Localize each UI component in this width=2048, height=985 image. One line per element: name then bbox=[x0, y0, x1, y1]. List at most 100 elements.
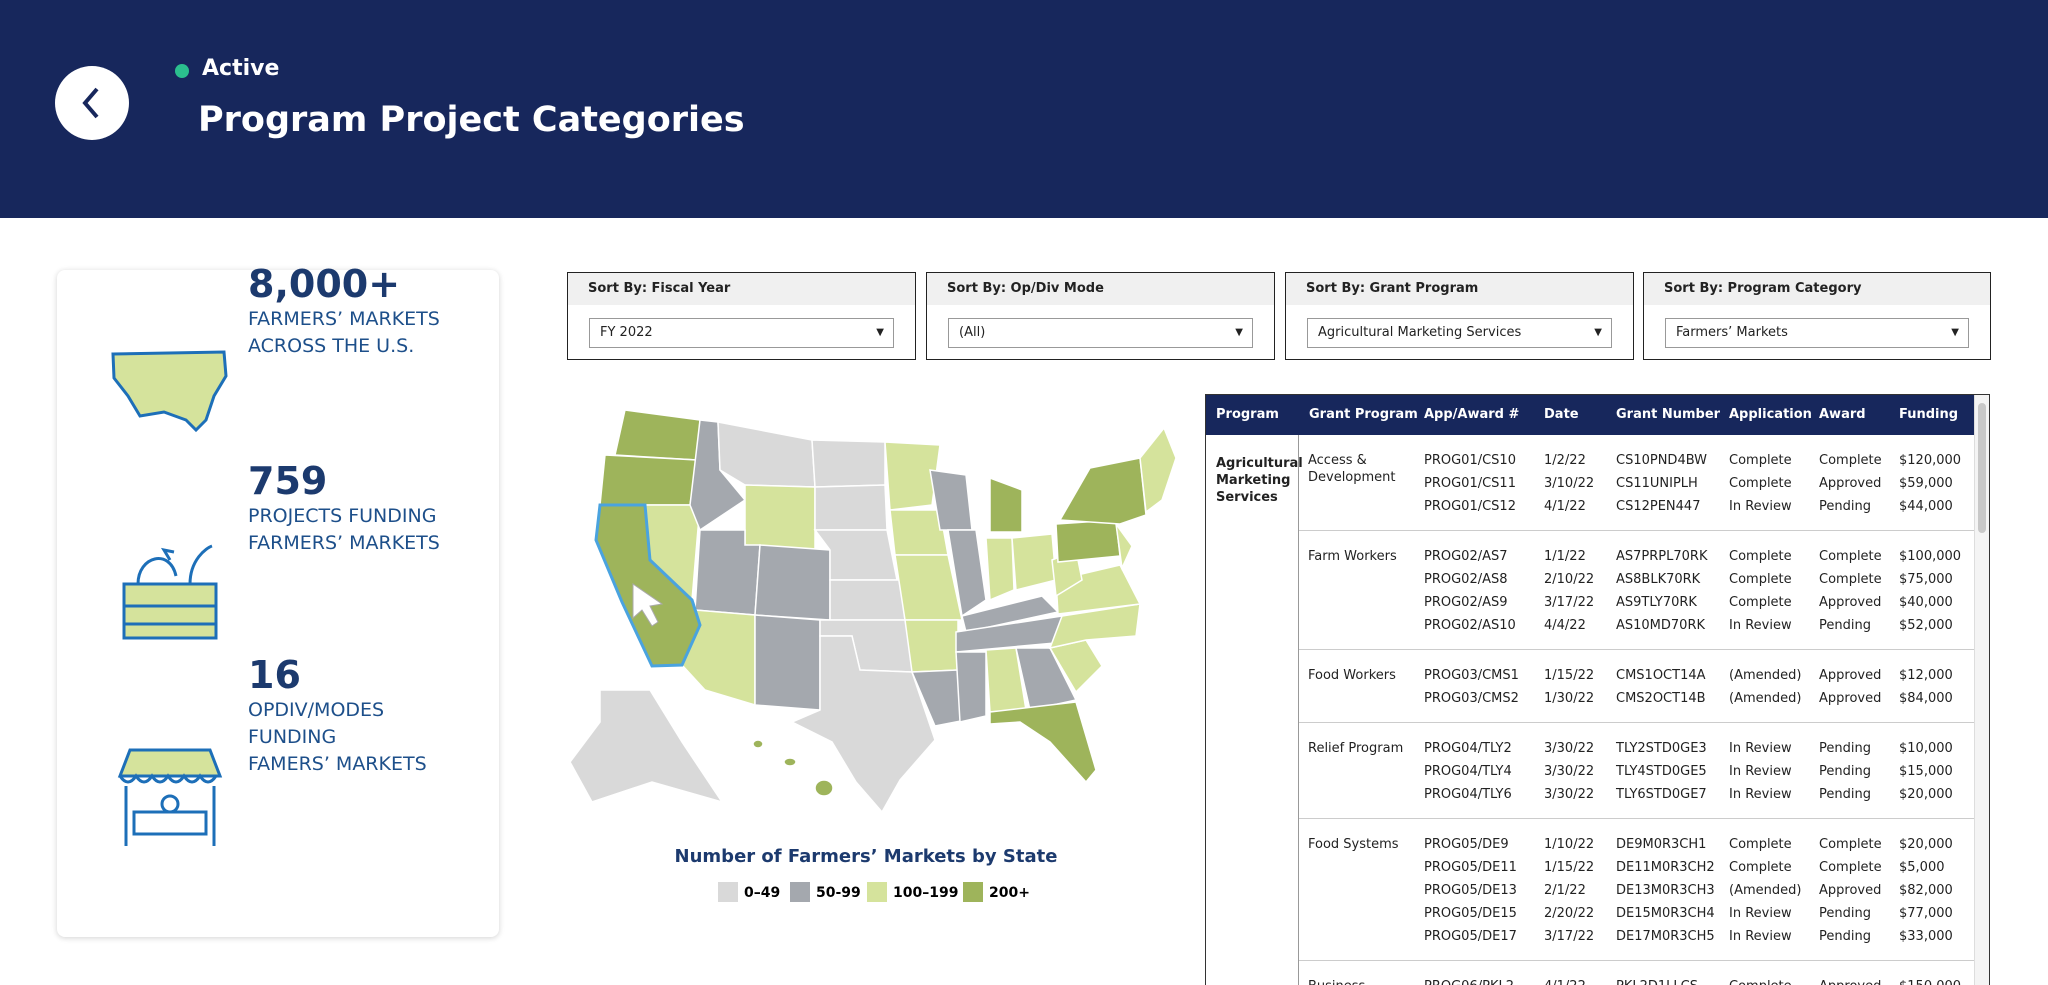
state bbox=[989, 701, 1097, 784]
cell: In Review bbox=[1729, 929, 1792, 944]
state bbox=[744, 484, 816, 551]
cell: PKL2D1LLCS bbox=[1606, 975, 1719, 985]
select-value: Agricultural Marketing Services bbox=[1318, 325, 1522, 340]
filter-select[interactable]: Farmers’ Markets ▼ bbox=[1665, 318, 1969, 348]
cell: In Review bbox=[1729, 906, 1792, 921]
cell: $20,000 bbox=[1899, 837, 1953, 852]
cell: In Review bbox=[1729, 499, 1792, 514]
filter: Sort By: Program Category Farmers’ Market… bbox=[1643, 272, 1991, 360]
cell: DE15M0R3CH4 bbox=[1616, 906, 1715, 921]
cell: PROG06/PKL2 bbox=[1414, 975, 1534, 985]
grant-program: Business Processors bbox=[1299, 975, 1414, 985]
cell: $40,000 bbox=[1899, 595, 1953, 610]
back-button[interactable] bbox=[55, 66, 129, 140]
cell: CMS2OCT14B bbox=[1616, 691, 1706, 706]
icon-market-stall bbox=[117, 748, 223, 846]
cell: TLY4STD0GE5 bbox=[1616, 764, 1707, 779]
cell: PROG01/CS12 bbox=[1424, 499, 1516, 514]
cell: PROG05/DE13 bbox=[1424, 883, 1517, 898]
table-row: PROG05/DE9 1/10/22 DE9M0R3CH1 Complete Compl… bbox=[1414, 833, 1976, 856]
legend-label: 200+ bbox=[989, 885, 1030, 901]
column-header: Funding bbox=[1899, 407, 1959, 422]
cell: $120,000 bbox=[1899, 453, 1962, 468]
cell: DE11M0R3CH2 bbox=[1616, 860, 1715, 875]
legend-label: 50-99 bbox=[816, 885, 861, 901]
cell: 3/10/22 bbox=[1544, 476, 1595, 491]
stat: 16 OPDIV/MODES FUNDING FAMERS’ MARKETS bbox=[248, 653, 427, 778]
filter-select[interactable]: Agricultural Marketing Services ▼ bbox=[1307, 318, 1612, 348]
scroll-thumb bbox=[1978, 403, 1986, 533]
cell: AS9TLY70RK bbox=[1616, 595, 1697, 610]
grant-program: Farm Workers bbox=[1308, 549, 1397, 564]
cell: 4/4/22 bbox=[1544, 618, 1586, 633]
state bbox=[1139, 426, 1177, 514]
filter: Sort By: Fiscal Year FY 2022 ▼ bbox=[567, 272, 916, 360]
stat-value: 8,000+ bbox=[248, 262, 401, 306]
state-selected bbox=[594, 503, 702, 668]
stat-value: 759 bbox=[248, 459, 328, 503]
cell: Complete bbox=[1819, 549, 1882, 564]
cell: Complete bbox=[1729, 860, 1792, 875]
state bbox=[754, 614, 821, 711]
state bbox=[569, 689, 724, 804]
cell: $75,000 bbox=[1899, 572, 1953, 587]
grant-program: Relief Program bbox=[1308, 741, 1404, 756]
cell: $5,000 bbox=[1899, 860, 1945, 875]
cell: PROG05/DE9 bbox=[1424, 837, 1509, 852]
cell: PROG02/AS9 bbox=[1424, 595, 1508, 610]
cell: $77,000 bbox=[1899, 906, 1953, 921]
column-header: Program bbox=[1216, 407, 1279, 422]
group: Food Systems PROG05/DE9 1/10/22 DE9M0R3CH1 C… bbox=[1299, 819, 1989, 961]
table-header: Program Grant Program App/Award # Date Grant… bbox=[1206, 395, 1989, 435]
cell: PROG01/CS11 bbox=[1424, 476, 1516, 491]
state bbox=[752, 739, 764, 749]
grant-program: Access & Development bbox=[1308, 453, 1396, 485]
cell: Pending bbox=[1819, 499, 1871, 514]
rows: PROG03/CMS1 1/15/22 CMS1OCT14A (Amended) App… bbox=[1414, 664, 1976, 710]
rows: PROG04/TLY2 3/30/22 TLY2STD0GE3 In Review Pe… bbox=[1414, 737, 1976, 806]
cell: 3/30/22 bbox=[1544, 787, 1595, 802]
cell: $59,000 bbox=[1899, 476, 1953, 491]
filter-select[interactable]: FY 2022 ▼ bbox=[589, 318, 894, 348]
table-row: PROG02/AS10 4/4/22 AS10MD70RK In Review Pend… bbox=[1414, 614, 1976, 637]
cell: Complete bbox=[1819, 453, 1882, 468]
us-map bbox=[569, 409, 1177, 814]
cell: PROG02/AS8 bbox=[1424, 572, 1508, 587]
select-value: (All) bbox=[959, 325, 986, 340]
cell: PROG03/CMS2 bbox=[1424, 691, 1519, 706]
cell: Complete bbox=[1729, 476, 1792, 491]
cell: PROG02/AS7 bbox=[1424, 549, 1508, 564]
column-header: Award bbox=[1819, 407, 1866, 422]
cell: PROG05/DE11 bbox=[1424, 860, 1517, 875]
header: Active Program Project Categories bbox=[0, 0, 2048, 218]
select-arrow: ▼ bbox=[1235, 327, 1243, 338]
state bbox=[894, 554, 963, 621]
table-row: PROG05/DE11 1/15/22 DE11M0R3CH2 Complete Com… bbox=[1414, 856, 1976, 879]
cell: In Review bbox=[1729, 618, 1792, 633]
state bbox=[790, 635, 936, 814]
table-row: PROG04/TLY2 3/30/22 TLY2STD0GE3 In Review Pe… bbox=[1414, 737, 1976, 760]
cell: 3/30/22 bbox=[1544, 741, 1595, 756]
cell: 3/17/22 bbox=[1544, 929, 1595, 944]
stat: 759 PROJECTS FUNDING FARMERS’ MARKETS bbox=[248, 459, 440, 557]
filter-select[interactable]: (All) ▼ bbox=[948, 318, 1253, 348]
table-row: PROG02/AS9 3/17/22 AS9TLY70RK Complete Appro… bbox=[1414, 591, 1976, 614]
stat-label: FARMERS’ MARKETS bbox=[248, 308, 440, 330]
cell: $84,000 bbox=[1899, 691, 1953, 706]
select-value: Farmers’ Markets bbox=[1676, 325, 1788, 340]
table-row: PROG05/DE15 2/20/22 DE15M0R3CH4 In Review Pe… bbox=[1414, 902, 1976, 925]
select-arrow: ▼ bbox=[1951, 327, 1959, 338]
grant-program: Food Workers bbox=[1308, 668, 1396, 683]
groups: Access & Development PROG01/CS10 1/2/22 CS1… bbox=[1299, 435, 1989, 985]
cell: Pending bbox=[1819, 906, 1871, 921]
column-header: Application bbox=[1729, 407, 1812, 422]
cell: Complete bbox=[1729, 595, 1792, 610]
state bbox=[904, 619, 959, 673]
cell: 3/30/22 bbox=[1544, 764, 1595, 779]
state bbox=[989, 476, 1023, 533]
cell: 1/2/22 bbox=[1544, 453, 1586, 468]
cell: PROG05/DE15 bbox=[1424, 906, 1517, 921]
group: Relief Program PROG04/TLY2 3/30/22 TLY2STD0… bbox=[1299, 723, 1989, 819]
map-legend: 0–49 50-99 100–199 200+ bbox=[718, 882, 1030, 902]
